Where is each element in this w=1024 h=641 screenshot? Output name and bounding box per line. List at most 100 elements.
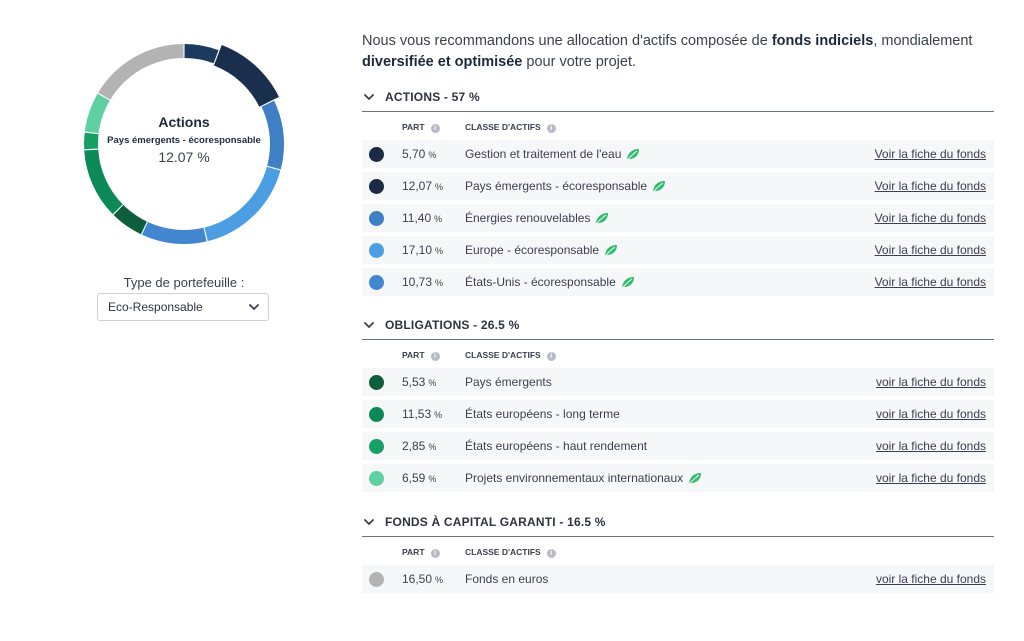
section-header[interactable]: ACTIONS - 57 %: [362, 89, 994, 112]
donut-slice[interactable]: [213, 44, 279, 107]
col-part-label: PART: [402, 122, 425, 132]
col-part-label: PART: [402, 547, 425, 557]
asset-class-label: Énergies renouvelables: [465, 211, 591, 225]
info-icon[interactable]: i: [546, 124, 556, 133]
intro-bold-1: fonds indiciels: [771, 33, 874, 49]
asset-row: 5,70% Gestion et traitement de l'eau Voir …: [362, 140, 994, 168]
column-header: PART i CLASSE D'ACTIFS i: [362, 537, 994, 565]
leaf-icon: [627, 149, 640, 160]
asset-section: FONDS À CAPITAL GARANTI - 16.5 % PART i CLA…: [362, 514, 994, 597]
fund-sheet-link[interactable]: Voir la fiche du fonds: [874, 147, 986, 161]
col-classe: CLASSE D'ACTIFS i: [465, 547, 556, 558]
donut-center-label: Actions Pays émergents - écoresponsable …: [80, 114, 288, 165]
allocation-donut-chart[interactable]: Actions Pays émergents - écoresponsable …: [80, 40, 288, 248]
asset-share-unit: %: [434, 214, 443, 224]
asset-class: États européens - haut rendement: [465, 439, 647, 453]
info-icon[interactable]: i: [430, 124, 440, 133]
asset-share-unit: %: [435, 246, 444, 256]
chevron-down-icon: [249, 304, 259, 310]
donut-slice[interactable]: [204, 166, 281, 242]
donut-slice[interactable]: [184, 44, 219, 64]
fund-sheet-link[interactable]: Voir la fiche du fonds: [874, 275, 986, 289]
asset-class-label: Europe - écoresponsable: [465, 243, 600, 257]
chevron-down-icon: [364, 519, 374, 525]
donut-slice[interactable]: [113, 205, 147, 235]
fund-sheet-link[interactable]: Voir la fiche du fonds: [874, 243, 986, 257]
section-title: OBLIGATIONS - 26.5 %: [385, 318, 520, 332]
asset-share: 17,10%: [402, 243, 443, 257]
fund-sheet-link[interactable]: voir la fiche du fonds: [875, 407, 986, 421]
asset-share-value: 11,53: [402, 407, 432, 421]
fund-sheet-link[interactable]: voir la fiche du fonds: [875, 471, 986, 485]
asset-class-label: Fonds en euros: [465, 572, 549, 586]
asset-share-unit: %: [428, 378, 437, 388]
asset-share-value: 16,50: [402, 572, 433, 586]
asset-section: ACTIONS - 57 % PART i CLASSE D'ACTIFS i 5,70%…: [362, 89, 994, 300]
leaf-icon: [689, 473, 702, 484]
donut-slice[interactable]: [261, 100, 284, 170]
asset-share-unit: %: [435, 182, 444, 192]
portfolio-type-select[interactable]: Eco-Responsable: [97, 293, 269, 321]
color-dot: [369, 471, 384, 486]
donut-svg[interactable]: [80, 40, 288, 248]
intro-part-3: pour votre projet.: [522, 54, 637, 70]
fund-sheet-link[interactable]: Voir la fiche du fonds: [874, 211, 986, 225]
col-classe-label: CLASSE D'ACTIFS: [465, 122, 541, 132]
donut-slice[interactable]: [141, 222, 207, 245]
asset-row: 6,59% Projets environnementaux internatio…: [362, 464, 994, 492]
chevron-down-icon: [364, 94, 374, 100]
asset-share-unit: %: [434, 410, 443, 420]
asset-class-label: Projets environnementaux internationaux: [465, 471, 684, 485]
asset-share: 5,53%: [402, 375, 436, 389]
asset-share-unit: %: [428, 474, 437, 484]
asset-class: Gestion et traitement de l'eau: [465, 147, 640, 161]
section-title: ACTIONS - 57 %: [385, 90, 480, 104]
asset-class: États européens - long terme: [465, 407, 620, 421]
intro-text: Nous vous recommandons une allocation d'…: [362, 31, 994, 73]
color-dot: [369, 211, 384, 226]
fund-sheet-link[interactable]: voir la fiche du fonds: [875, 375, 986, 389]
donut-slice[interactable]: [84, 132, 99, 150]
asset-share: 16,50%: [402, 572, 443, 586]
donut-subtitle: Pays émergents - écoresponsable: [107, 135, 261, 146]
fund-sheet-link[interactable]: voir la fiche du fonds: [875, 439, 986, 453]
info-icon[interactable]: i: [546, 352, 556, 361]
donut-title: Actions: [158, 114, 210, 130]
donut-slice[interactable]: [98, 44, 184, 100]
color-dot: [369, 375, 384, 390]
fund-sheet-link[interactable]: voir la fiche du fonds: [875, 572, 986, 586]
donut-value: 12.07 %: [158, 149, 210, 165]
asset-share: 2,85%: [402, 439, 436, 453]
asset-share-value: 10,73: [402, 275, 433, 289]
asset-share: 10,73%: [402, 275, 443, 289]
asset-share-unit: %: [435, 278, 444, 288]
asset-class: Fonds en euros: [465, 572, 548, 586]
fund-sheet-link[interactable]: Voir la fiche du fonds: [874, 179, 986, 193]
donut-slice[interactable]: [84, 93, 110, 134]
info-icon[interactable]: i: [430, 352, 440, 361]
asset-row: 5,53% Pays émergents voir la fiche du fond…: [362, 368, 994, 396]
info-icon[interactable]: i: [430, 549, 440, 558]
asset-class: Europe - écoresponsable: [465, 243, 618, 257]
asset-share-value: 6,59: [402, 471, 426, 485]
donut-slice[interactable]: [84, 149, 123, 215]
asset-share: 12,07%: [402, 179, 443, 193]
asset-share: 6,59%: [402, 471, 436, 485]
asset-row: 17,10% Europe - écoresponsable Voir la fic…: [362, 236, 994, 264]
asset-class: Pays émergents: [465, 375, 552, 389]
asset-class-label: États européens - long terme: [465, 407, 620, 421]
asset-class: Pays émergents - écoresponsable: [465, 179, 666, 193]
col-part-label: PART: [402, 350, 425, 360]
column-header: PART i CLASSE D'ACTIFS i: [362, 340, 994, 368]
asset-class: États-Unis - écoresponsable: [465, 275, 635, 289]
asset-share-unit: %: [428, 442, 437, 452]
color-dot: [369, 275, 384, 290]
section-header[interactable]: OBLIGATIONS - 26.5 %: [362, 317, 994, 340]
asset-row: 12,07% Pays émergents - écoresponsable Voi…: [362, 172, 994, 200]
col-part: PART i: [402, 350, 440, 361]
info-icon[interactable]: i: [546, 549, 556, 558]
section-header[interactable]: FONDS À CAPITAL GARANTI - 16.5 %: [362, 514, 994, 537]
asset-row: 16,50% Fonds en euros voir la fiche du fon…: [362, 565, 994, 593]
column-header: PART i CLASSE D'ACTIFS i: [362, 112, 994, 140]
col-classe: CLASSE D'ACTIFS i: [465, 122, 556, 133]
